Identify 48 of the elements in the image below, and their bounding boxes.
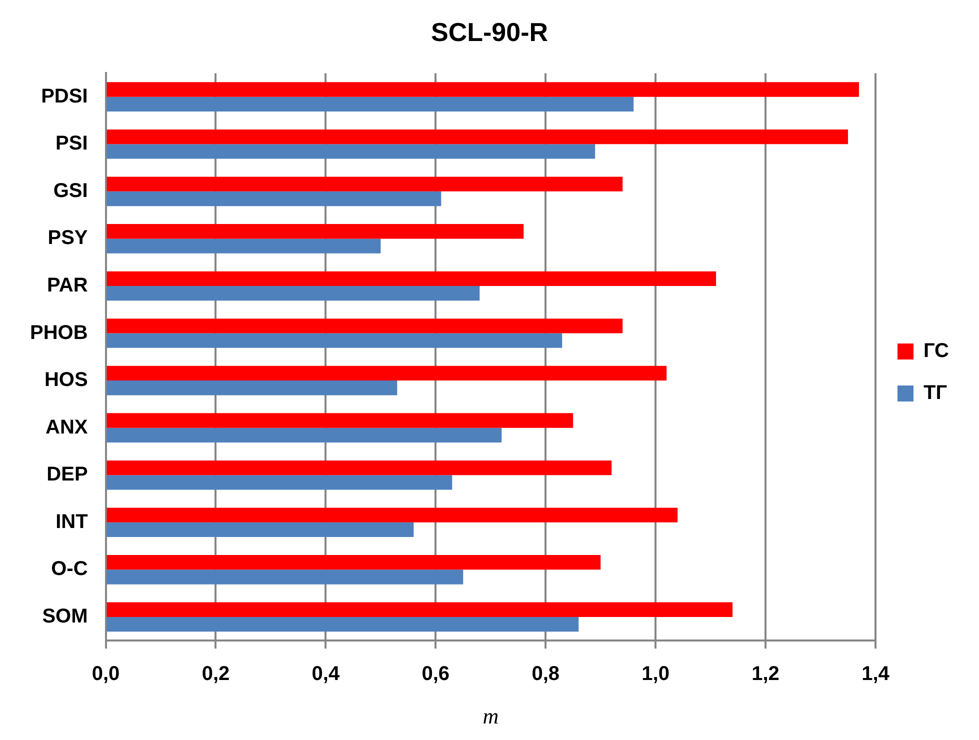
y-tick-label: INT <box>56 510 88 533</box>
bar <box>106 191 442 206</box>
x-tick-label: 1,0 <box>642 663 670 686</box>
y-tick-label: HOS <box>44 369 88 392</box>
x-tick-label: 0,2 <box>202 663 230 686</box>
bar <box>106 176 623 192</box>
x-tick-label: 0,8 <box>532 663 560 686</box>
bar <box>106 82 859 97</box>
bar <box>106 224 524 239</box>
y-tick-label: PDSI <box>41 85 88 108</box>
x-tick-label: 1,2 <box>752 663 780 686</box>
bar <box>106 380 398 396</box>
bar <box>106 602 733 617</box>
y-tick-label: SOM <box>42 605 88 628</box>
chart-title: SCL-90-R <box>430 16 548 47</box>
bar <box>106 508 678 522</box>
bar <box>106 460 612 476</box>
bar <box>106 366 667 381</box>
x-tick-label: 0,4 <box>312 663 340 686</box>
bar <box>106 570 464 584</box>
bar <box>106 555 601 570</box>
bar <box>106 333 562 348</box>
y-tick-label: ANX <box>46 416 88 438</box>
x-tick-label: 1,4 <box>862 663 890 686</box>
y-tick-label: PSY <box>48 227 88 250</box>
y-tick-label: PAR <box>47 274 88 296</box>
bar <box>106 318 623 334</box>
y-tick-label: O-C <box>51 558 88 580</box>
bar <box>106 238 381 254</box>
bar <box>106 413 574 428</box>
bar <box>106 428 502 442</box>
bar <box>106 96 634 112</box>
y-tick-label: DEP <box>46 464 88 486</box>
bar <box>106 271 716 286</box>
bar <box>106 286 480 301</box>
y-tick-label: PHOB <box>30 322 88 344</box>
bar <box>106 144 596 159</box>
bar <box>106 129 848 144</box>
bar <box>106 475 452 490</box>
y-tick-label: GSI <box>53 180 88 202</box>
x-axis-title: m <box>482 704 499 729</box>
x-tick-label: 0,0 <box>92 663 120 686</box>
bar <box>106 522 414 538</box>
legend-label: ТГ <box>923 382 948 404</box>
bar <box>106 616 579 632</box>
legend-label: ГС <box>923 340 950 362</box>
x-tick-label: 0,6 <box>422 663 450 686</box>
y-tick-label: PSI <box>56 132 88 155</box>
